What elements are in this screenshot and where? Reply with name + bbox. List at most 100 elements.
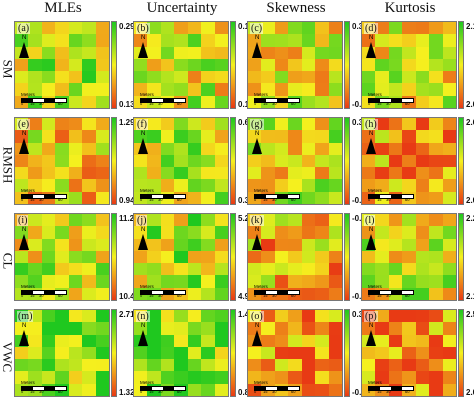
- map-cell: [95, 287, 109, 300]
- map-cell: [429, 142, 443, 155]
- map-cell: [82, 130, 96, 143]
- map-cell: [174, 83, 188, 96]
- map-grid: [362, 310, 456, 396]
- map-cell: [214, 226, 228, 239]
- color-bar-min: 0.13: [119, 100, 135, 109]
- map-cell: [402, 238, 416, 251]
- map-cell: [82, 167, 96, 180]
- map-cell: [248, 71, 262, 84]
- map-cell: [95, 275, 109, 288]
- map-cell: [147, 275, 161, 288]
- map-cell: [68, 214, 83, 227]
- map-cell: [442, 226, 456, 239]
- map-cell: [55, 58, 69, 72]
- color-bar: [344, 309, 350, 397]
- map-cell: [261, 167, 275, 180]
- map-cell: [95, 58, 109, 72]
- map-cell: [187, 226, 202, 239]
- map-cell: [95, 310, 109, 323]
- scale-bar-tick: 60: [58, 389, 63, 394]
- map-cell: [82, 142, 96, 155]
- panel-label: (d): [364, 23, 378, 34]
- map-cell: [415, 359, 430, 372]
- map-panel: (k) N Meters 0 15 30 60: [247, 213, 343, 301]
- scale-bar-bar: [21, 290, 67, 295]
- map-cell: [41, 167, 56, 180]
- map-cell: [402, 154, 416, 168]
- map-cell: [82, 179, 96, 192]
- map-cell: [201, 322, 215, 335]
- map-cell: [274, 263, 289, 276]
- map-cell: [261, 346, 275, 360]
- north-label: N: [141, 323, 146, 329]
- map-cell: [201, 287, 215, 300]
- column-header: Skewness: [266, 0, 326, 16]
- map-cell: [315, 34, 329, 47]
- map-cell: [429, 71, 443, 84]
- color-bar-min: 1.32: [119, 388, 135, 397]
- scale-bar-icon: Meters 0 15 30 60: [21, 188, 69, 202]
- north-arrow-icon: N: [365, 35, 377, 58]
- map-cell: [95, 322, 109, 335]
- map-cell: [15, 359, 29, 372]
- north-arrow-shape: [19, 234, 29, 250]
- north-arrow-icon: N: [18, 227, 30, 250]
- map-cell: [82, 46, 96, 59]
- scale-bar-icon: Meters 0 15 30 60: [21, 380, 69, 394]
- scale-bar-tick: 0: [254, 101, 257, 106]
- map-cell: [288, 334, 302, 347]
- map-cell: [55, 22, 69, 35]
- map-cell: [261, 22, 275, 35]
- map-cell: [174, 58, 188, 72]
- panel-label: (i): [17, 215, 29, 226]
- map-panel: (j) N Meters 0 15 30 60: [133, 213, 229, 301]
- map-cell: [288, 179, 302, 192]
- map-cell: [429, 322, 443, 335]
- map-cell: [174, 263, 188, 276]
- map-cell: [214, 191, 228, 204]
- map-cell: [375, 226, 389, 239]
- map-cell: [201, 238, 215, 251]
- map-cell: [174, 130, 188, 143]
- map-panel: (h) N Meters 0 15 30 60: [361, 117, 457, 205]
- scale-bar-icon: Meters 0 15 30 60: [254, 284, 302, 298]
- map-cell: [28, 83, 42, 96]
- map-cell: [402, 83, 416, 96]
- map-cell: [55, 250, 69, 264]
- column-header: MLEs: [44, 0, 82, 16]
- map-cell: [28, 46, 42, 59]
- map-cell: [82, 226, 96, 239]
- scale-bar-tick: 60: [291, 293, 296, 298]
- map-cell: [28, 371, 42, 384]
- map-cell: [442, 71, 456, 84]
- map-cell: [429, 383, 443, 396]
- map-cell: [15, 346, 29, 360]
- map-cell: [214, 22, 228, 35]
- scale-bar-title: Meters: [21, 92, 35, 97]
- map-cell: [274, 346, 289, 360]
- map-cell: [301, 154, 316, 168]
- map-cell: [415, 58, 430, 72]
- map-cell: [429, 359, 443, 372]
- map-panel: (e) N Meters 0 15 30 60: [14, 117, 110, 205]
- map-cell: [82, 334, 96, 347]
- map-cell: [214, 346, 228, 360]
- map-cell: [147, 250, 161, 264]
- map-cell: [328, 71, 342, 84]
- color-bar: [458, 21, 464, 109]
- north-arrow-shape: [19, 330, 29, 346]
- map-cell: [429, 179, 443, 192]
- map-cell: [442, 154, 456, 168]
- map-cell: [315, 118, 329, 131]
- map-cell: [388, 46, 403, 59]
- map-cell: [68, 226, 83, 239]
- map-cell: [362, 263, 376, 276]
- map-cell: [402, 226, 416, 239]
- map-grid: [248, 22, 342, 108]
- map-cell: [429, 214, 443, 227]
- scale-bar-icon: Meters 0 15 30 60: [254, 92, 302, 106]
- map-cell: [301, 214, 316, 227]
- map-cell: [214, 250, 228, 264]
- map-cell: [201, 83, 215, 96]
- map-cell: [147, 214, 161, 227]
